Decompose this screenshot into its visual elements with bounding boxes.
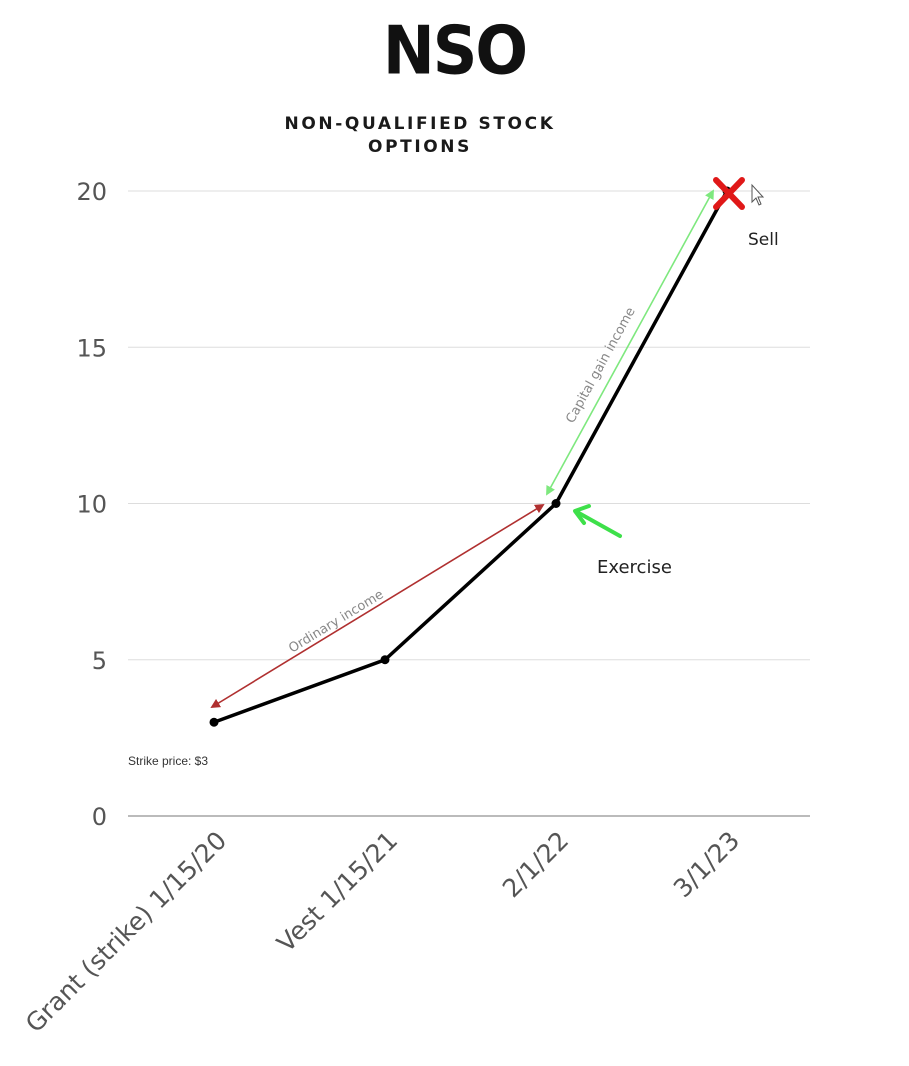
strike-price-note: Strike price: $3 bbox=[128, 754, 208, 768]
ordinary-income-label: Ordinary income bbox=[286, 587, 386, 656]
x-tick-label: 3/1/23 bbox=[668, 826, 745, 903]
cursor-icon bbox=[751, 183, 765, 206]
y-tick-label: 0 bbox=[92, 803, 107, 831]
x-tick-label: Grant (strike) 1/15/20 bbox=[20, 826, 232, 1038]
page-title: NSO bbox=[382, 11, 528, 90]
y-tick-label: 10 bbox=[76, 491, 107, 519]
data-point bbox=[551, 499, 561, 508]
data-point bbox=[209, 717, 219, 727]
sell-x-icon bbox=[713, 177, 745, 210]
grid-layer bbox=[128, 190, 810, 817]
page-subtitle: NON-QUALIFIED STOCK OPTIONS bbox=[284, 114, 556, 157]
exercise-arrow-icon bbox=[573, 504, 622, 538]
exercise-label: Exercise bbox=[597, 557, 672, 578]
y-tick-labels: 0 5 10 15 20 bbox=[76, 178, 107, 831]
capital-gain-label: Capital gain income bbox=[563, 305, 638, 426]
x-tick-label: Vest 1/15/21 bbox=[271, 826, 403, 958]
y-tick-label: 5 bbox=[92, 647, 107, 675]
ordinary-income-arrow bbox=[210, 503, 545, 709]
capital-gain-arrow bbox=[546, 189, 714, 496]
x-tick-label: 2/1/22 bbox=[497, 826, 574, 903]
x-tick-labels: Grant (strike) 1/15/20 Vest 1/15/21 2/1/22… bbox=[20, 826, 745, 1038]
y-tick-label: 15 bbox=[76, 334, 107, 362]
y-tick-label: 20 bbox=[76, 178, 107, 206]
sell-label: Sell bbox=[748, 230, 779, 250]
data-point bbox=[380, 655, 390, 665]
